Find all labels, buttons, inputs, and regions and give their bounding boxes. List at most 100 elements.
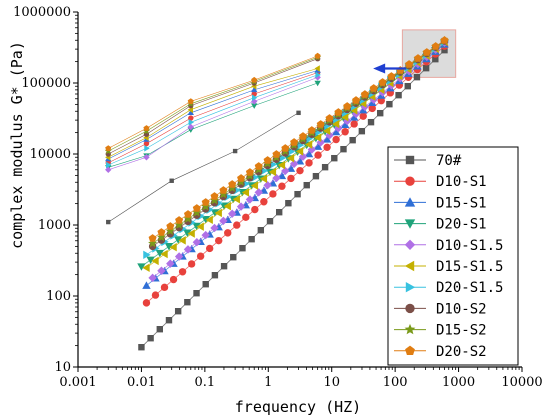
- legend-marker: [404, 197, 416, 207]
- data-point: [286, 154, 295, 163]
- data-point: [358, 127, 366, 135]
- inset-point: [251, 103, 258, 109]
- data-point: [304, 149, 314, 158]
- data-point: [173, 236, 183, 244]
- inset-series-D10-S2: [105, 55, 321, 157]
- inset-line: [108, 58, 318, 155]
- data-point: [232, 195, 240, 204]
- data-point: [349, 106, 358, 115]
- data-point: [183, 229, 192, 237]
- x-tick-label: 10000: [501, 375, 542, 390]
- data-point: [440, 36, 449, 44]
- data-point: [196, 222, 204, 231]
- legend-item: D20-S1.5: [394, 280, 503, 296]
- data-point: [343, 102, 352, 110]
- data-point: [312, 172, 320, 180]
- series-line: [152, 40, 445, 244]
- inset-line: [108, 68, 318, 158]
- data-point: [254, 162, 263, 170]
- legend-marker: [405, 303, 415, 314]
- data-point: [228, 209, 237, 218]
- data-point: [245, 195, 255, 204]
- data-point: [146, 256, 155, 264]
- inset-point: [169, 178, 174, 183]
- y-tick-label: 1000000: [13, 5, 71, 20]
- data-point: [192, 208, 202, 217]
- data-point: [184, 210, 192, 218]
- x-axis-title: frequency (HZ): [235, 398, 361, 416]
- data-point: [368, 104, 376, 113]
- data-point: [174, 308, 182, 315]
- data-point: [142, 263, 150, 272]
- inset-point: [106, 219, 111, 225]
- data-point: [296, 166, 304, 175]
- inset-point: [232, 148, 238, 154]
- data-point: [331, 119, 340, 129]
- data-point: [183, 214, 193, 223]
- data-point: [295, 147, 304, 156]
- inset-point: [188, 119, 194, 126]
- data-point: [160, 249, 168, 259]
- data-point: [242, 213, 250, 222]
- data-point: [404, 82, 411, 90]
- data-point: [377, 96, 385, 105]
- data-point: [304, 140, 313, 149]
- series-70#: [138, 46, 448, 351]
- data-point: [192, 238, 202, 247]
- data-point: [441, 46, 448, 54]
- data-point: [251, 205, 259, 214]
- data-point: [359, 112, 367, 120]
- series-line: [152, 42, 445, 279]
- data-point: [201, 201, 211, 211]
- inset-point: [251, 98, 258, 105]
- data-point: [137, 263, 146, 271]
- legend-item: D10-S1.5: [394, 238, 503, 254]
- data-point: [331, 154, 338, 162]
- data-point: [224, 229, 232, 237]
- inset-point: [315, 71, 321, 79]
- data-point: [187, 260, 196, 268]
- legend-item: D10-S2: [394, 301, 487, 317]
- legend-item: D20-S1: [394, 217, 487, 233]
- data-point: [263, 181, 272, 190]
- series-D10-S1: [142, 42, 449, 307]
- data-point: [250, 181, 259, 190]
- data-point: [228, 180, 237, 188]
- data-point: [165, 226, 175, 235]
- legend-label: D15-S1: [436, 195, 487, 211]
- legend-label: D10-S2: [436, 301, 487, 317]
- data-point: [323, 121, 332, 130]
- data-point: [307, 145, 317, 154]
- data-point: [219, 216, 228, 226]
- data-point: [378, 78, 387, 86]
- data-point: [325, 114, 334, 122]
- data-point: [281, 166, 290, 176]
- series-line: [152, 39, 445, 239]
- data-point: [278, 182, 286, 190]
- legend-label: 70#: [436, 153, 462, 169]
- data-point: [169, 243, 177, 252]
- legend-label: D10-S1: [436, 174, 487, 190]
- data-point: [266, 217, 274, 225]
- legend-marker: [405, 176, 415, 186]
- legend: 70# D10-S1 D15-S1 D20-S1 D10-S1.5 D15-S1.5 D20…: [387, 146, 519, 366]
- data-point: [219, 186, 228, 194]
- data-point: [321, 163, 329, 171]
- data-point: [295, 157, 305, 165]
- legend-label: D10-S1.5: [436, 238, 503, 254]
- data-point: [205, 244, 214, 253]
- data-point: [367, 118, 375, 126]
- data-point: [257, 226, 265, 234]
- data-point: [277, 160, 286, 170]
- data-point: [360, 90, 369, 98]
- data-point: [143, 250, 151, 260]
- data-point: [202, 281, 209, 288]
- data-point: [341, 128, 349, 136]
- data-point: [151, 256, 159, 266]
- data-point: [305, 159, 313, 167]
- data-point: [157, 266, 166, 275]
- data-point: [148, 234, 157, 242]
- legend-item: D15-S2: [394, 323, 487, 339]
- data-point: [237, 174, 245, 182]
- data-point: [166, 222, 175, 230]
